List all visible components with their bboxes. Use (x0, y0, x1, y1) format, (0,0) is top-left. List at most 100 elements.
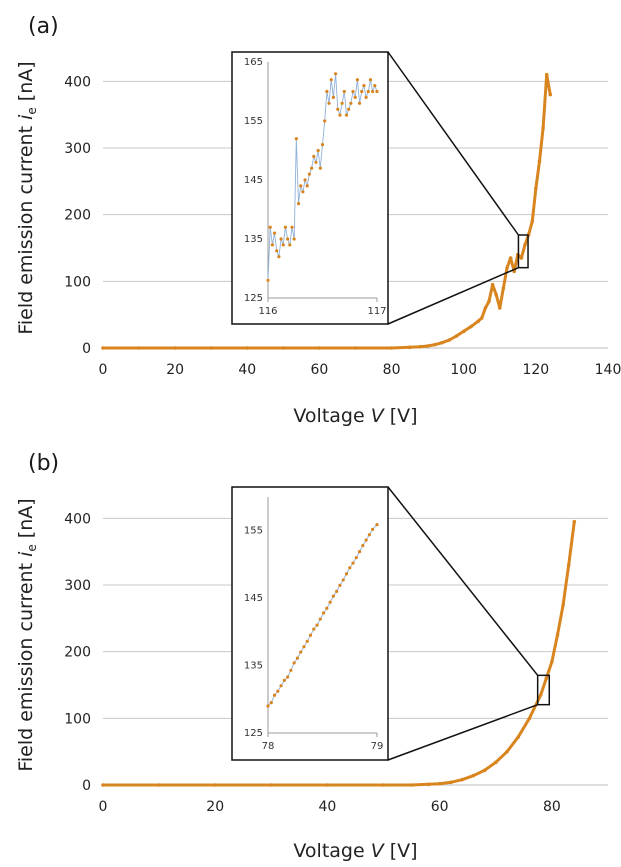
data-point (537, 159, 542, 164)
inset-data-point (367, 533, 371, 537)
inset-x-tick-label: 78 (262, 741, 275, 752)
inset-data-point (299, 650, 303, 654)
data-point (497, 306, 502, 310)
data-point (494, 292, 498, 297)
inset-data-point (373, 84, 377, 88)
data-point (449, 780, 453, 785)
inset-data-point (342, 89, 346, 94)
data-point (505, 266, 509, 270)
inset-series-line (267, 524, 378, 707)
inset-data-point (292, 237, 296, 241)
data-point (471, 773, 476, 778)
inset-data-point (312, 154, 316, 158)
data-point (516, 735, 521, 739)
inset-y-tick-label: 125 (244, 728, 263, 739)
inset-data-point (299, 184, 303, 188)
data-point (483, 306, 488, 310)
x-tick-label: 120 (522, 362, 549, 378)
data-point (426, 782, 431, 787)
inset-data-point (348, 566, 352, 570)
inset-data-point (360, 89, 364, 94)
inset-data-point (266, 278, 270, 282)
inset-y-tick-label: 155 (244, 116, 263, 127)
data-point (530, 219, 535, 224)
data-point (487, 299, 491, 304)
inset-data-point (279, 237, 283, 241)
y-axis-title: Field emission current ie [nA] (15, 498, 39, 771)
data-point (157, 783, 161, 787)
inset-data-point (357, 101, 362, 105)
inset-data-point (353, 95, 357, 99)
x-axis-title: Voltage V [V] (293, 840, 417, 862)
data-point (325, 783, 330, 787)
y-tick-label: 400 (64, 511, 91, 527)
data-point (409, 783, 414, 787)
data-point (476, 319, 480, 324)
inset-data-point (341, 578, 345, 582)
inset-data-point (316, 148, 320, 153)
x-tick-label: 20 (166, 362, 184, 378)
inset-data-point (368, 78, 373, 82)
inset-data-point (282, 678, 286, 683)
data-point (538, 693, 543, 697)
inset-data-point (336, 107, 340, 111)
data-point (213, 783, 218, 787)
inset-data-point (281, 243, 285, 247)
x-tick-label: 20 (206, 799, 224, 815)
inset-data-point (305, 184, 309, 188)
data-point (460, 777, 464, 782)
inset-data-point (364, 538, 368, 542)
inset-data-point (371, 89, 375, 94)
inset-y-tick-label: 135 (244, 234, 263, 245)
data-point (519, 256, 524, 260)
inset-data-point (314, 160, 318, 164)
inset-data-point (272, 693, 277, 697)
data-point (317, 346, 322, 350)
inset-data-point (268, 225, 272, 229)
inset-data-point (315, 623, 319, 627)
data-point (407, 345, 412, 350)
x-tick-label: 100 (450, 362, 477, 378)
data-point (493, 760, 498, 765)
data-point (433, 342, 437, 347)
x-tick-label: 60 (311, 362, 329, 378)
inset-y-tick-label: 155 (244, 526, 263, 537)
inset-y-tick-label: 135 (244, 661, 263, 672)
zoom-connector (387, 51, 520, 236)
x-tick-label: 80 (383, 362, 401, 378)
inset-data-point (296, 202, 301, 206)
inset-data-point (335, 589, 339, 594)
inset-data-point (318, 166, 322, 170)
chart-panel-0: (a) 0 100 200 300 400 0 20 40 60 80 100 120 140 125 135… (15, 14, 621, 427)
data-point (447, 338, 452, 342)
zoom-connector (387, 703, 538, 761)
inset-data-point (272, 231, 277, 235)
x-tick-label: 140 (595, 362, 621, 378)
x-tick-label: 80 (543, 799, 561, 815)
data-point (505, 749, 509, 754)
data-point (381, 783, 386, 787)
x-tick-label: 0 (99, 799, 108, 815)
inset-data-point (338, 113, 342, 117)
zoom-box (517, 234, 529, 269)
inset-data-point (320, 143, 325, 147)
data-point (555, 633, 560, 637)
inset-data-point (333, 72, 338, 76)
data-point (281, 346, 286, 350)
data-point (550, 659, 554, 664)
data-point (461, 329, 466, 334)
data-point (418, 344, 423, 349)
data-point (523, 242, 527, 247)
y-tick-label: 0 (82, 341, 91, 357)
inset-data-point (325, 606, 329, 610)
x-tick-label: 40 (238, 362, 256, 378)
data-point (209, 346, 214, 350)
inset-data-point (308, 633, 313, 637)
panel-label: (a) (28, 14, 59, 39)
inset-data-point (290, 225, 294, 229)
x-axis-title: Voltage V [V] (293, 405, 417, 427)
inset-data-point (307, 172, 312, 176)
data-point (437, 781, 442, 786)
data-point (137, 346, 141, 350)
